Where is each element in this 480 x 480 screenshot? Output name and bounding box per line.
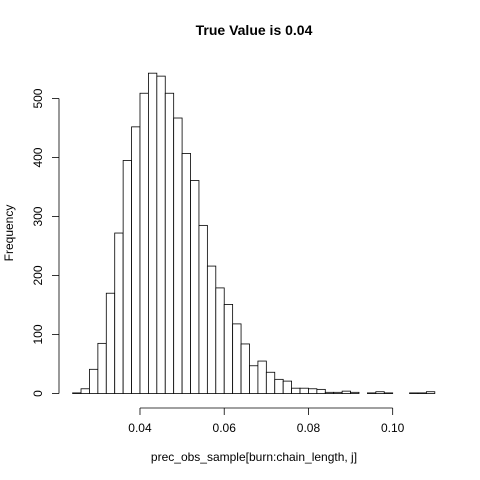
histogram-bar: [232, 323, 242, 394]
histogram-bar: [274, 378, 284, 394]
histogram-bar: [206, 265, 217, 394]
histogram-bar: [291, 387, 301, 394]
histogram-bar: [181, 153, 191, 394]
y-tick-label: 0: [31, 390, 45, 397]
x-axis: 0.04 0.06 0.08 0.10: [128, 407, 405, 435]
histogram-bar: [156, 75, 166, 394]
histogram-bar: [198, 224, 208, 394]
histogram-bar: [308, 388, 318, 394]
histogram-bar: [122, 160, 132, 394]
histogram-bar: [148, 72, 158, 394]
histogram-bar: [367, 392, 377, 394]
histogram-bar: [324, 391, 335, 394]
histogram-bar: [173, 117, 183, 394]
histogram-bar: [299, 387, 309, 394]
chart-title: True Value is 0.04: [196, 22, 313, 38]
histogram-bars: [72, 72, 436, 394]
x-tick-label: 0.10: [381, 421, 405, 435]
histogram-bar: [97, 342, 107, 394]
histogram-bar: [257, 360, 267, 394]
histogram-bar: [409, 392, 419, 394]
x-tick-label: 0.06: [213, 421, 237, 435]
histogram-bar: [383, 392, 394, 394]
histogram-bar: [164, 92, 175, 394]
histogram-bar: [240, 343, 250, 394]
y-tick-label: 200: [31, 265, 45, 285]
y-axis: 0 100 200 300 400 500: [31, 88, 60, 397]
histogram-bar: [131, 126, 141, 394]
histogram-bar: [223, 304, 234, 394]
histogram-bar: [375, 391, 385, 394]
histogram-bar: [139, 92, 149, 394]
histogram-bar: [80, 388, 90, 394]
histogram-bar: [249, 365, 259, 394]
histogram-bar: [190, 180, 200, 394]
histogram-bar: [350, 391, 360, 394]
y-tick-label: 100: [31, 324, 45, 344]
histogram-bar: [114, 232, 124, 394]
x-tick-label: 0.08: [297, 421, 321, 435]
histogram-bar: [341, 390, 351, 394]
histogram-bar: [265, 371, 276, 394]
y-tick-label: 500: [31, 88, 45, 108]
histogram-bar: [72, 392, 82, 394]
y-axis-label: Frequency: [2, 205, 16, 262]
histogram-bar: [215, 287, 225, 394]
y-tick-label: 300: [31, 206, 45, 226]
histogram-bar: [425, 391, 436, 394]
x-tick-label: 0.04: [128, 421, 152, 435]
histogram-bar: [417, 392, 427, 394]
histogram-bar: [333, 391, 343, 394]
histogram-bar: [105, 292, 116, 394]
histogram-bar: [282, 380, 292, 394]
x-axis-label: prec_obs_sample[burn:chain_length, j]: [151, 450, 357, 464]
histogram-bar: [89, 368, 99, 394]
y-tick-label: 400: [31, 147, 45, 167]
histogram-bar: [316, 388, 326, 394]
